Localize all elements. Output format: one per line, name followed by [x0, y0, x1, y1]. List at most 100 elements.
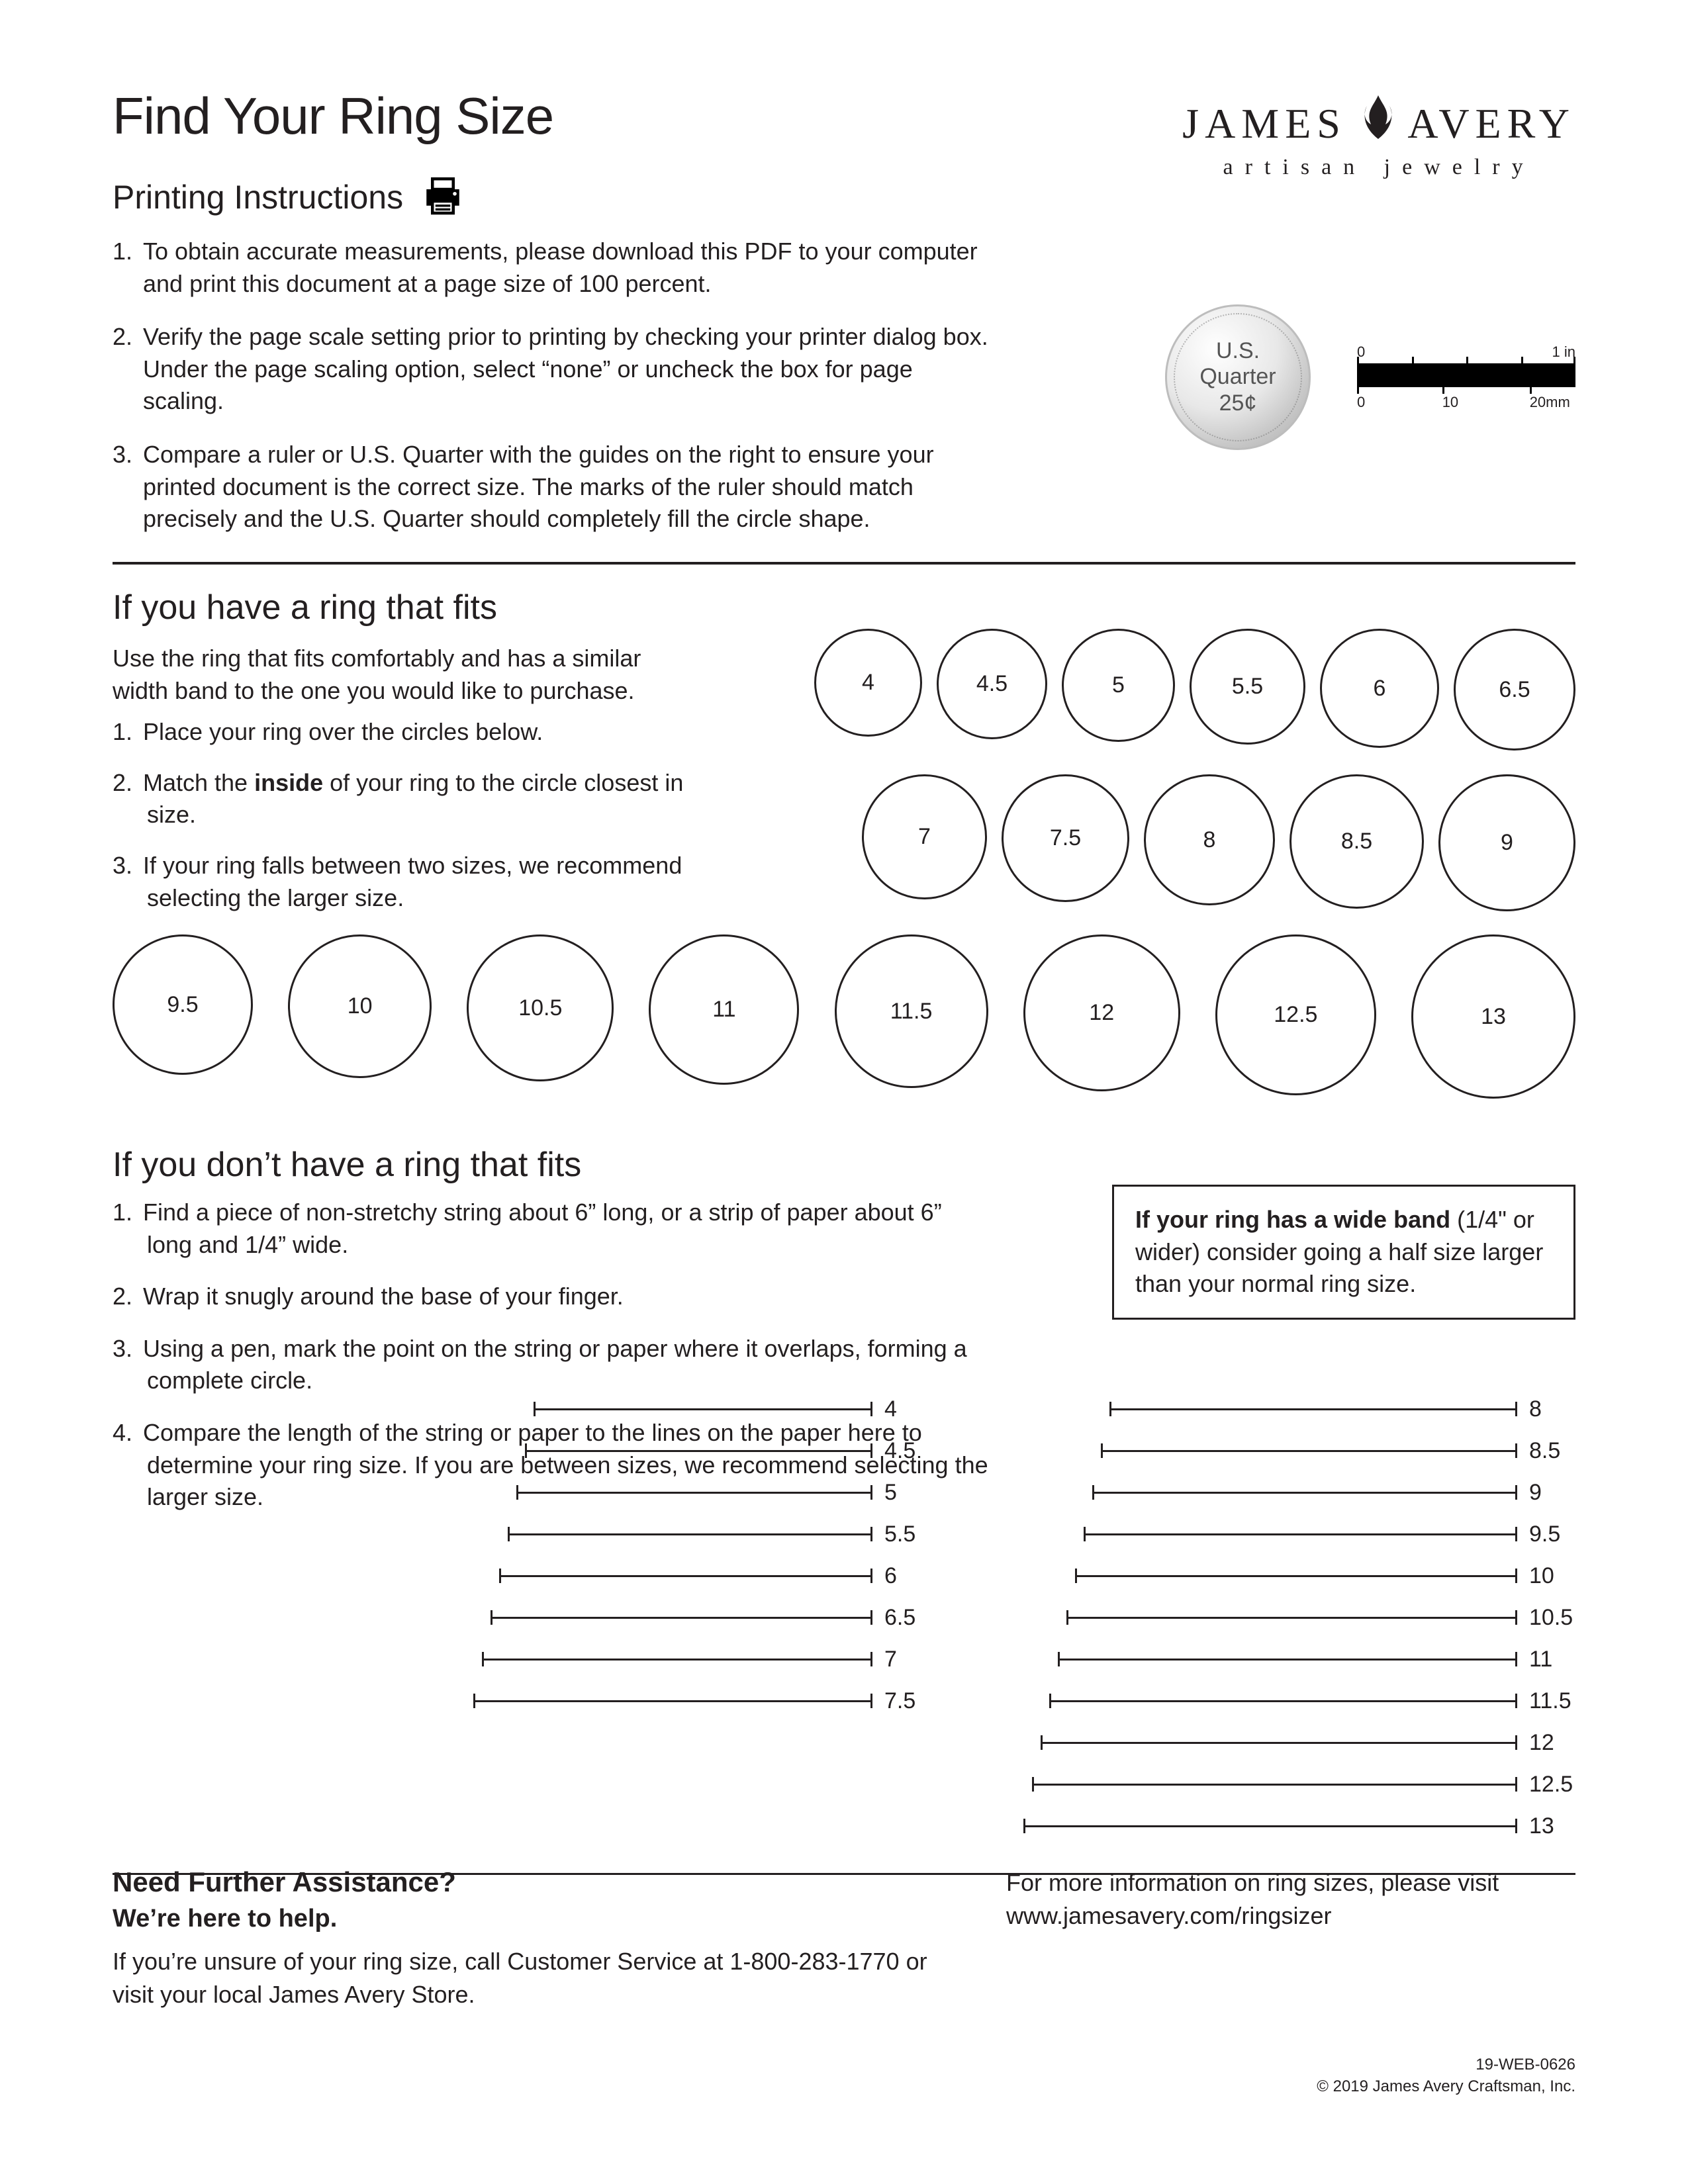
scale-guides: U.S. Quarter 25¢ 0 1 in 01020mm: [1165, 304, 1575, 450]
ruler-bot-label: 0: [1357, 394, 1365, 411]
size-line-label: 11.5: [1529, 1688, 1575, 1714]
size-circle-6.5: 6.5: [1454, 629, 1575, 751]
size-line-bar: [508, 1533, 872, 1535]
size-circles-row-3: 9.51010.51111.51212.513: [113, 934, 1575, 1120]
size-line-label: 4.5: [884, 1438, 931, 1464]
logo-right: AVERY: [1407, 100, 1575, 147]
size-line-label: 12.5: [1529, 1772, 1575, 1797]
size-line-4: 4: [534, 1396, 931, 1422]
size-circles-row-2: 77.588.59: [113, 774, 1575, 933]
printer-icon: [419, 171, 467, 222]
size-line-8.5: 8.5: [1101, 1438, 1575, 1464]
size-circle-6: 6: [1320, 629, 1439, 748]
size-line-7: 7: [482, 1647, 931, 1672]
size-circle-7: 7: [862, 774, 987, 899]
size-line-label: 11: [1529, 1647, 1575, 1672]
size-line-7.5: 7.5: [473, 1688, 931, 1714]
ruler-1in: 1 in: [1552, 343, 1575, 361]
size-circle-7.5: 7.5: [1002, 774, 1129, 902]
ruler-guide: 0 1 in 01020mm: [1357, 343, 1575, 411]
list-item: 3.Compare a ruler or U.S. Quarter with t…: [113, 439, 1000, 535]
quarter-l3: 25¢: [1219, 390, 1257, 416]
footer: Need Further Assistance? We’re here to h…: [113, 1866, 1575, 2012]
size-line-label: 5.5: [884, 1522, 931, 1547]
list-item: 1.To obtain accurate measurements, pleas…: [113, 236, 1000, 300]
size-circle-12.5: 12.5: [1215, 934, 1376, 1095]
size-line-10.5: 10.5: [1066, 1605, 1575, 1631]
size-line-9: 9: [1092, 1480, 1575, 1506]
size-line-bar: [1109, 1408, 1517, 1410]
size-line-9.5: 9.5: [1084, 1522, 1575, 1547]
brand-logo: JAMES AVERY artisan jewelry: [1182, 86, 1575, 180]
size-line-bar: [525, 1450, 872, 1452]
size-line-label: 5: [884, 1480, 931, 1506]
size-line-label: 13: [1529, 1813, 1575, 1839]
list-item: 1.Find a piece of non-stretchy string ab…: [113, 1197, 993, 1261]
size-line-bar: [491, 1617, 872, 1619]
size-lines-col-1: 4 4.5 5 5.5 6 6.5 7 7.5: [473, 1396, 931, 1839]
size-circle-10.5: 10.5: [467, 934, 614, 1081]
size-line-label: 9.5: [1529, 1522, 1575, 1547]
size-circle-5.5: 5.5: [1190, 629, 1305, 745]
size-line-12: 12: [1041, 1730, 1575, 1756]
size-line-bar: [1023, 1825, 1517, 1827]
size-line-bar: [1066, 1617, 1517, 1619]
footer-left: Need Further Assistance? We’re here to h…: [113, 1866, 953, 2012]
size-line-bar: [1084, 1533, 1517, 1535]
size-line-label: 12: [1529, 1730, 1575, 1756]
size-circle-11: 11: [649, 934, 799, 1085]
size-line-8: 8: [1109, 1396, 1575, 1422]
flame-icon: [1363, 94, 1393, 151]
printing-instructions: 1.To obtain accurate measurements, pleas…: [113, 236, 1000, 535]
list-item: 3.Using a pen, mark the point on the str…: [113, 1333, 993, 1397]
doc-code: 19-WEB-0626: [1317, 2054, 1575, 2076]
ruler-bot-labels: 01020mm: [1357, 394, 1575, 411]
quarter-l1: U.S.: [1216, 338, 1260, 364]
have-ring-heading: If you have a ring that fits: [113, 584, 702, 631]
size-line-4.5: 4.5: [525, 1438, 931, 1464]
size-line-label: 8: [1529, 1396, 1575, 1422]
size-line-13: 13: [1023, 1813, 1575, 1839]
size-circle-8: 8: [1144, 774, 1275, 905]
doc-copyright: © 2019 James Avery Craftsman, Inc.: [1317, 2075, 1575, 2098]
size-line-bar: [1041, 1742, 1517, 1744]
page-title: Find Your Ring Size: [113, 86, 553, 146]
list-item: 2.Verify the page scale setting prior to…: [113, 321, 1000, 418]
size-circle-12: 12: [1023, 934, 1180, 1091]
size-line-label: 6.5: [884, 1605, 931, 1631]
footer-help-body: If you’re unsure of your ring size, call…: [113, 1945, 953, 2012]
divider-1: [113, 562, 1575, 565]
size-line-label: 7.5: [884, 1688, 931, 1714]
size-lines: 4 4.5 5 5.5 6 6.5 7 7.5 8 8.5 9 9.5 10 10.5 11 11.5 12 1…: [473, 1396, 1575, 1839]
list-item: 2.Wrap it snugly around the base of your…: [113, 1281, 993, 1313]
size-line-bar: [473, 1700, 872, 1702]
size-lines-col-2: 8 8.5 9 9.5 10 10.5 11 11.5 12 12.5 13: [1023, 1396, 1575, 1839]
size-circle-8.5: 8.5: [1289, 774, 1424, 909]
wide-band-note: If your ring has a wide band (1/4" or wi…: [1112, 1185, 1575, 1320]
ruler-bot-label: 20mm: [1530, 394, 1570, 411]
size-line-bar: [1075, 1575, 1517, 1577]
printing-heading-row: Printing Instructions: [113, 171, 553, 222]
size-line-10: 10: [1075, 1563, 1575, 1589]
footer-assist-heading: Need Further Assistance?: [113, 1866, 953, 1898]
size-line-6: 6: [499, 1563, 931, 1589]
ruler-bar: [1357, 363, 1575, 387]
size-line-label: 8.5: [1529, 1438, 1575, 1464]
size-circle-5: 5: [1062, 629, 1175, 742]
size-line-label: 9: [1529, 1480, 1575, 1506]
footer-help-heading: We’re here to help.: [113, 1905, 953, 1933]
quarter-l2: Quarter: [1199, 364, 1276, 390]
document-id: 19-WEB-0626 © 2019 James Avery Craftsman…: [1317, 2054, 1575, 2098]
size-line-label: 6: [884, 1563, 931, 1589]
size-line-label: 7: [884, 1647, 931, 1672]
logo-left: JAMES: [1182, 100, 1346, 147]
size-line-bar: [1092, 1492, 1517, 1494]
size-circle-4: 4: [814, 629, 922, 737]
size-line-12.5: 12.5: [1032, 1772, 1575, 1797]
brand-logo-main: JAMES AVERY: [1182, 94, 1575, 151]
size-circle-13: 13: [1411, 934, 1575, 1099]
wide-band-title: If your ring has a wide band: [1135, 1206, 1450, 1233]
size-line-bar: [499, 1575, 872, 1577]
size-line-11: 11: [1058, 1647, 1575, 1672]
size-line-label: 10: [1529, 1563, 1575, 1589]
